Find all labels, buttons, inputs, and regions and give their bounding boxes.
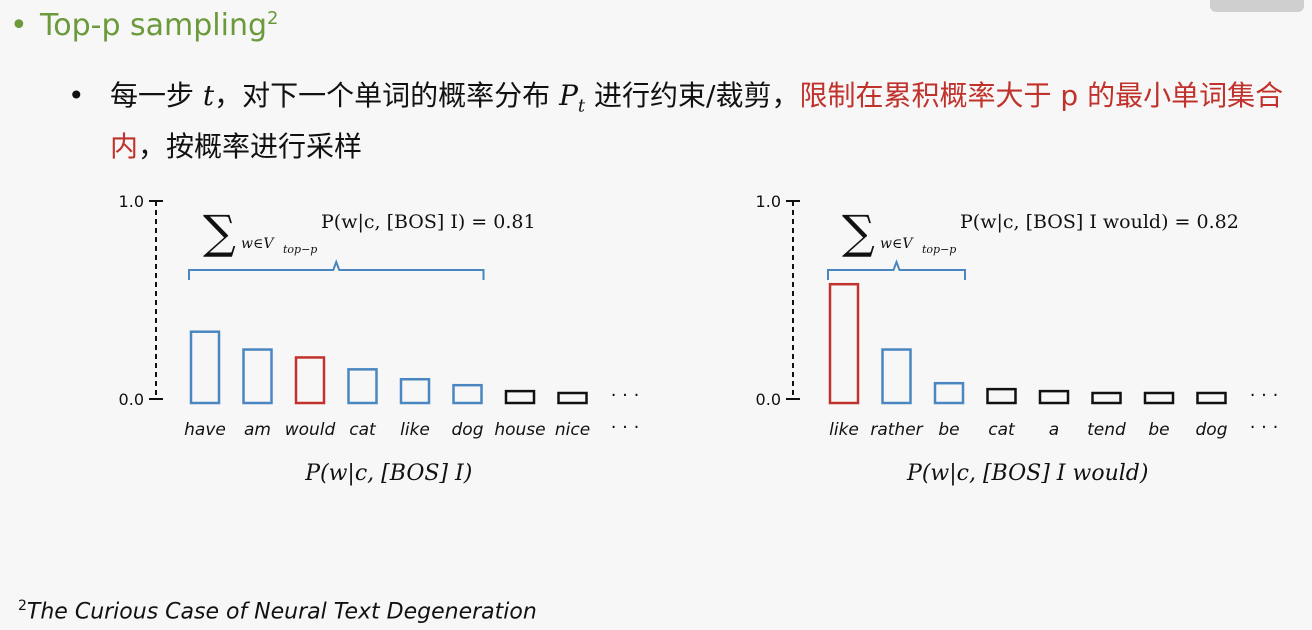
ellipsis-bottom: · · · <box>1250 417 1279 438</box>
desc-prefix: 每一步 <box>110 79 203 112</box>
x-tick-label: house <box>494 420 545 440</box>
bar-would <box>294 356 326 405</box>
title-text: Top-p sampling <box>40 8 268 43</box>
y-tick-label-bottom: 0.0 <box>756 390 781 409</box>
x-tick-label: dog <box>1196 420 1228 440</box>
footnote: 2The Curious Case of Neural Text Degener… <box>18 598 537 624</box>
x-tick-label: like <box>829 420 859 440</box>
y-tick-label-top: 1.0 <box>119 192 144 211</box>
bullet-top-p-title: • Top-p sampling2 <box>10 8 279 43</box>
ellipsis-top: · · · <box>1250 385 1279 406</box>
x-tick-label: be <box>1148 420 1169 440</box>
x-tick-label: tend <box>1087 420 1126 440</box>
x-tick-label: have <box>184 420 226 440</box>
bar-have <box>189 330 221 405</box>
sum-expression: P(w|c, [BOS] I would) = 0.82 <box>960 211 1239 233</box>
bar-like <box>828 282 860 405</box>
var-t: t <box>202 79 215 112</box>
bar-am <box>242 348 273 405</box>
bar-like <box>399 377 431 405</box>
var-P-sub: t <box>577 95 586 117</box>
sum-symbol: ∑ <box>203 205 236 259</box>
bullet-dot: • <box>10 8 28 43</box>
x-tick-label: would <box>285 420 336 440</box>
bar-dog <box>452 383 483 405</box>
x-axis-label: P(w|c, [BOS] I) <box>304 461 472 486</box>
bar-cat <box>986 387 1017 405</box>
x-tick-label: nice <box>555 420 590 440</box>
desc-end: ，按概率进行采样 <box>138 129 363 163</box>
y-tick-label-top: 1.0 <box>756 192 781 211</box>
desc-after: 进行约束/裁剪， <box>585 79 800 112</box>
bar-a <box>1038 389 1070 405</box>
bar-tend <box>1091 391 1122 405</box>
x-tick-label: a <box>1049 420 1059 440</box>
bar-be <box>933 381 965 405</box>
chart-2: 1.0 0.0 like rather be cat a tend be dog · · · · · … <box>756 192 1279 486</box>
desc-mid: ，对下一个单词的概率分布 <box>214 79 560 112</box>
sum-subsubscript: top−p <box>283 243 317 256</box>
footnote-number: 2 <box>18 598 27 614</box>
sum-expression: P(w|c, [BOS] I) = 0.81 <box>321 211 536 233</box>
sum-subsubscript: top−p <box>922 243 956 256</box>
ellipsis-top: · · · <box>611 385 640 406</box>
x-tick-label: dog <box>452 420 484 440</box>
x-tick-label: be <box>938 420 959 440</box>
sum-symbol: ∑ <box>842 205 875 259</box>
y-tick-label-bottom: 0.0 <box>119 390 144 409</box>
sum-subscript: w∈V <box>880 236 914 252</box>
x-axis-label: P(w|c, [BOS] I would) <box>906 461 1148 486</box>
desc-highlight: 限制在累积概率大于 p 的最小单词集合内 <box>110 79 1284 163</box>
bar-nice <box>557 391 588 405</box>
window-control-strip[interactable] <box>1210 0 1304 12</box>
x-tick-label: am <box>244 420 271 440</box>
sum-subscript: w∈V <box>241 236 275 252</box>
nucleus-brace <box>188 259 485 280</box>
x-tick-label: like <box>400 420 430 440</box>
footnote-text: The Curious Case of Neural Text Degenera… <box>26 599 537 625</box>
description-text: 每一步 t，对下一个单词的概率分布 Pt 进行约束/裁剪，限制在累积概率大于 p… <box>110 76 1305 167</box>
chart-1: 1.0 0.0 have am would cat like dog house nice · · … <box>119 192 640 486</box>
bar-be <box>1143 391 1175 405</box>
x-tick-label: cat <box>988 420 1016 440</box>
bar-dog <box>1196 391 1227 405</box>
x-tick-label: rather <box>870 420 923 440</box>
bar-cat <box>347 368 378 405</box>
x-tick-label: cat <box>349 420 377 440</box>
bar-house <box>504 389 536 405</box>
bar-rather <box>881 348 912 405</box>
ellipsis-bottom: · · · <box>611 417 640 438</box>
bullet-dot-2: • <box>68 79 85 112</box>
title-footnote-ref: 2 <box>267 8 279 29</box>
var-P: P <box>559 79 578 112</box>
nucleus-brace <box>827 259 966 280</box>
